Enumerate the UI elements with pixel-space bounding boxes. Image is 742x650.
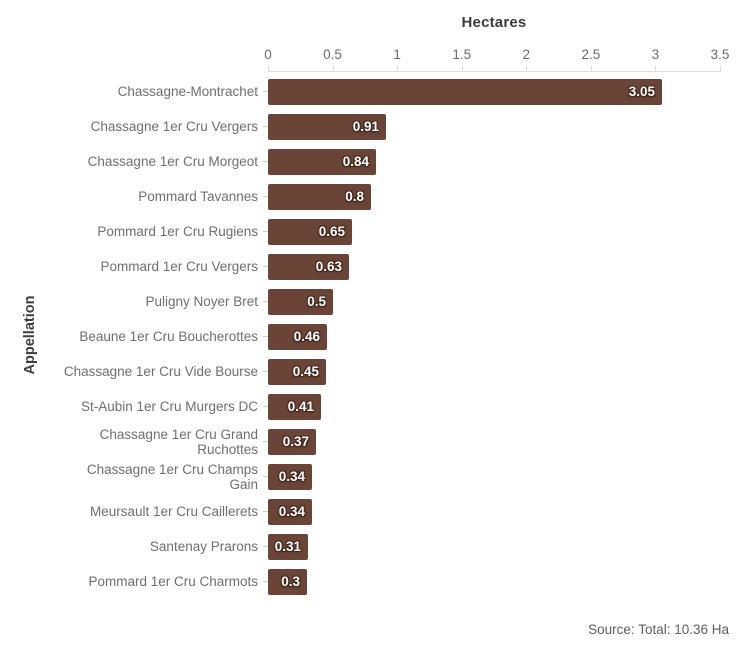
bar: 0.34 (268, 463, 312, 490)
bar: 3.05 (268, 78, 662, 105)
category-tick-mark (263, 91, 268, 92)
category-label: Pommard Tavannes (138, 189, 258, 204)
bar-row: Chassagne 1er Cru Morgeot 0.84 (0, 144, 742, 179)
category-tick-mark (263, 441, 268, 442)
bar-row: Puligny Noyer Bret 0.5 (0, 284, 742, 319)
bars-area: Chassagne-Montrachet 3.05 Chassagne 1er Cr… (0, 74, 742, 599)
bar-row: Chassagne 1er Cru Vergers 0.91 (0, 109, 742, 144)
category-tick-mark (263, 406, 268, 407)
bar-value-label: 3.05 (628, 84, 655, 99)
bar-value-label: 0.63 (315, 259, 342, 274)
source-note: Source: Total: 10.36 Ha (588, 622, 729, 637)
bar-value-label: 0.34 (278, 504, 305, 519)
x-tick-label: 3.5 (710, 47, 730, 62)
bar-value-label: 0.37 (282, 434, 309, 449)
chart-title: Hectares (461, 14, 527, 31)
category-label: Puligny Noyer Bret (145, 294, 258, 309)
x-tick-mark (397, 66, 399, 72)
x-tick-mark (526, 66, 528, 72)
category-label: Pommard 1er Cru Vergers (100, 259, 258, 274)
bar-row: Beaune 1er Cru Boucherottes 0.46 (0, 319, 742, 354)
bar-row: Chassagne 1er Cru Vide Bourse 0.45 (0, 354, 742, 389)
bar-value-label: 0.34 (278, 469, 305, 484)
bar-value-label: 0.46 (293, 329, 320, 344)
bar-row: Pommard 1er Cru Vergers 0.63 (0, 249, 742, 284)
bar: 0.31 (268, 533, 308, 560)
x-axis: 0 0.5 1 1.5 2 2.5 3 3.5 (0, 47, 742, 72)
bar: 0.41 (268, 393, 321, 420)
bar-row: Santenay Prarons 0.31 (0, 529, 742, 564)
bar-row: Chassagne 1er Cru Grand Ruchottes 0.37 (0, 424, 742, 459)
bar: 0.3 (268, 568, 307, 595)
category-label: Pommard 1er Cru Rugiens (97, 224, 258, 239)
x-tick-mark (590, 66, 592, 72)
category-tick-mark (263, 231, 268, 232)
category-label: Pommard 1er Cru Charmots (88, 574, 258, 589)
bar-value-label: 0.65 (318, 224, 345, 239)
category-label: Chassagne 1er Cru Morgeot (87, 154, 258, 169)
bar-value-label: 0.41 (287, 399, 314, 414)
bar: 0.63 (268, 253, 349, 280)
bar-row: Pommard 1er Cru Charmots 0.3 (0, 564, 742, 599)
bar-value-label: 0.45 (292, 364, 319, 379)
bar-value-label: 0.5 (307, 294, 326, 309)
category-tick-mark (263, 476, 268, 477)
bar-value-label: 0.84 (342, 154, 369, 169)
bar-value-label: 0.3 (281, 574, 300, 589)
bar-row: Chassagne 1er Cru Champs Gain 0.34 (0, 459, 742, 494)
bar-value-label: 0.91 (352, 119, 379, 134)
bar: 0.8 (268, 183, 371, 210)
x-tick-label: 1.5 (452, 47, 472, 62)
bar-row: St-Aubin 1er Cru Murgers DC 0.41 (0, 389, 742, 424)
category-tick-mark (263, 126, 268, 127)
category-tick-mark (263, 266, 268, 267)
x-tick-mark (332, 66, 334, 72)
category-tick-mark (263, 196, 268, 197)
category-tick-mark (263, 336, 268, 337)
bar-row: Pommard 1er Cru Rugiens 0.65 (0, 214, 742, 249)
bar: 0.91 (268, 113, 386, 140)
x-axis-line (268, 71, 721, 72)
x-tick-mark (655, 66, 657, 72)
bar: 0.37 (268, 428, 316, 455)
bar: 0.84 (268, 148, 376, 175)
bar-row: Meursault 1er Cru Caillerets 0.34 (0, 494, 742, 529)
bar-row: Pommard Tavannes 0.8 (0, 179, 742, 214)
category-tick-mark (263, 546, 268, 547)
bar: 0.34 (268, 498, 312, 525)
x-tick-mark (720, 66, 721, 72)
category-label: Meursault 1er Cru Caillerets (89, 504, 258, 519)
x-tick-label: 2.5 (581, 47, 601, 62)
x-tick-label: 1 (393, 47, 401, 62)
x-tick-label: 3 (651, 47, 660, 62)
category-label: Chassagne 1er Cru Vide Bourse (63, 364, 258, 379)
category-label: Beaune 1er Cru Boucherottes (79, 329, 258, 344)
category-tick-mark (263, 301, 268, 302)
x-tick-mark (461, 66, 463, 72)
category-tick-mark (263, 581, 268, 582)
category-tick-mark (263, 161, 268, 162)
category-label: Santenay Prarons (149, 539, 258, 554)
category-label: Chassagne 1er Cru Grand Ruchottes (99, 426, 258, 457)
category-label: St-Aubin 1er Cru Murgers DC (80, 399, 258, 414)
x-tick-mark (268, 66, 269, 72)
category-label: Chassagne-Montrachet (117, 84, 258, 99)
bar-row: Chassagne-Montrachet 3.05 (0, 74, 742, 109)
x-tick-label: 0 (264, 47, 272, 62)
category-tick-mark (263, 371, 268, 372)
bar: 0.45 (268, 358, 326, 385)
bar: 0.46 (268, 323, 327, 350)
bar: 0.65 (268, 218, 352, 245)
bar: 0.5 (268, 288, 333, 315)
category-tick-mark (263, 511, 268, 512)
x-tick-label: 0.5 (323, 47, 342, 62)
bar-value-label: 0.8 (345, 189, 364, 204)
category-label: Chassagne 1er Cru Champs Gain (86, 461, 258, 492)
x-tick-label: 2 (522, 47, 531, 62)
category-label: Chassagne 1er Cru Vergers (90, 119, 258, 134)
bar-value-label: 0.31 (274, 539, 301, 554)
